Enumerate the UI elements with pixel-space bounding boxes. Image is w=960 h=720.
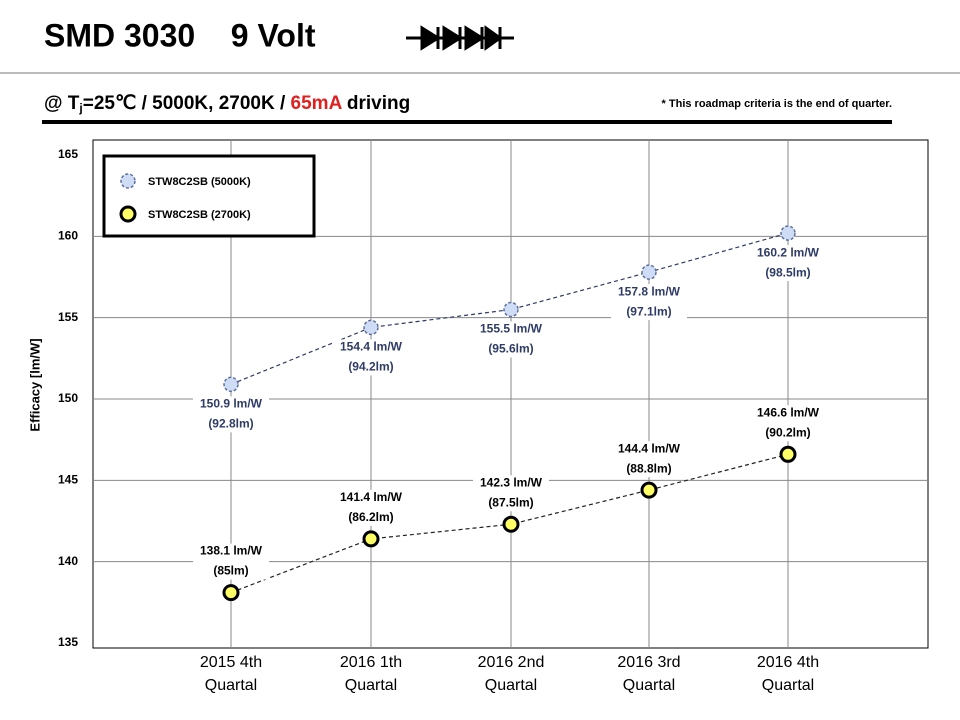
- point: [362, 530, 380, 548]
- y-tick-label: 140: [58, 554, 78, 568]
- data-label: 154.4 lm/W: [340, 340, 403, 354]
- data-label: 138.1 lm/W: [200, 544, 263, 558]
- subtitle-highlight: 65mA: [291, 93, 343, 114]
- y-tick-label: 145: [58, 473, 78, 487]
- flux-label: (94.2lm): [348, 360, 393, 374]
- x-tick-line: 2015 4th: [200, 654, 262, 671]
- x-tick-line: Quartal: [623, 677, 675, 694]
- data-label: 150.9 lm/W: [200, 397, 263, 411]
- data-label: 144.4 lm/W: [618, 441, 681, 455]
- point: [779, 445, 797, 463]
- flux-label: (85lm): [213, 564, 248, 578]
- flux-label: (88.8lm): [626, 461, 671, 475]
- flux-label: (95.6lm): [488, 342, 533, 356]
- series-line: [230, 232, 789, 385]
- slide-title: SMD 3030 9 Volt: [44, 17, 316, 53]
- flux-label: (98.5lm): [765, 265, 810, 279]
- y-tick-label: 135: [58, 635, 78, 649]
- x-tick-line: Quartal: [205, 677, 257, 694]
- data-label: 155.5 lm/W: [480, 322, 543, 336]
- flux-label: (92.8lm): [208, 417, 253, 431]
- data-label: 160.2 lm/W: [757, 245, 820, 259]
- label-bg: [333, 489, 409, 526]
- x-tick-label: 2016 3rd Quartal: [617, 654, 680, 694]
- y-tick-label: 160: [58, 229, 78, 243]
- x-tick-label: 2016 1th Quartal: [340, 654, 402, 694]
- legend-label: STW8C2SB (2700K): [148, 209, 251, 221]
- point: [503, 301, 519, 318]
- flux-label: (87.5lm): [488, 495, 533, 509]
- label-bg: [193, 396, 269, 433]
- label-bg: [193, 543, 269, 580]
- diode-icon: [406, 25, 514, 51]
- x-tick-line: Quartal: [345, 677, 397, 694]
- legend-label: STW8C2SB (5000K): [148, 176, 251, 188]
- x-tick-line: 2016 2nd: [478, 654, 545, 671]
- x-tick-line: 2016 4th: [757, 654, 819, 671]
- x-tick-line: 2016 3rd: [617, 654, 680, 671]
- note: * This roadmap criteria is the end of qu…: [662, 98, 892, 110]
- subtitle-part: @ T: [44, 93, 80, 114]
- point: [223, 376, 239, 393]
- data-label: 146.6 lm/W: [757, 405, 820, 419]
- subtitle-part: driving: [342, 93, 411, 114]
- y-axis-label: Efficacy [lm/W]: [27, 338, 42, 431]
- subtitle: @ Tj=25℃ / 5000K, 2700K / 65mA driving: [44, 93, 410, 115]
- label-bg: [611, 284, 687, 321]
- point: [640, 481, 658, 499]
- point: [641, 264, 657, 280]
- data-label: 142.3 lm/W: [480, 475, 543, 489]
- label-bg: [750, 245, 826, 282]
- x-tick-line: 2016 1th: [340, 654, 402, 671]
- x-tick-label: 2015 4th Quartal: [200, 654, 262, 694]
- label-bg: [750, 405, 826, 442]
- label-bg: [473, 321, 549, 358]
- data-label: 141.4 lm/W: [340, 490, 403, 504]
- data-label: 157.8 lm/W: [618, 284, 681, 298]
- subtitle-subscript: j: [78, 101, 82, 115]
- point: [502, 515, 520, 533]
- flux-label: (86.2lm): [348, 510, 393, 524]
- flux-label: (90.2lm): [765, 425, 810, 439]
- legend-box: [102, 154, 316, 238]
- y-tick-label: 155: [58, 310, 78, 324]
- x-tick-line: Quartal: [485, 677, 537, 694]
- label-bg: [473, 475, 549, 512]
- label-bg: [611, 441, 687, 478]
- point: [222, 584, 240, 602]
- point: [363, 319, 379, 336]
- legend-marker: [120, 173, 136, 189]
- flux-label: (97.1lm): [626, 304, 671, 318]
- x-tick-label: 2016 4th Quartal: [757, 654, 819, 694]
- x-tick-label: 2016 2nd Quartal: [478, 654, 545, 694]
- y-tick-label: 165: [58, 147, 78, 161]
- x-tick-line: Quartal: [762, 677, 814, 694]
- point: [780, 225, 796, 241]
- subtitle-part: =25℃ / 5000K, 2700K /: [83, 93, 291, 114]
- y-tick-label: 150: [58, 391, 78, 405]
- legend-marker: [119, 205, 137, 223]
- label-bg: [333, 339, 409, 376]
